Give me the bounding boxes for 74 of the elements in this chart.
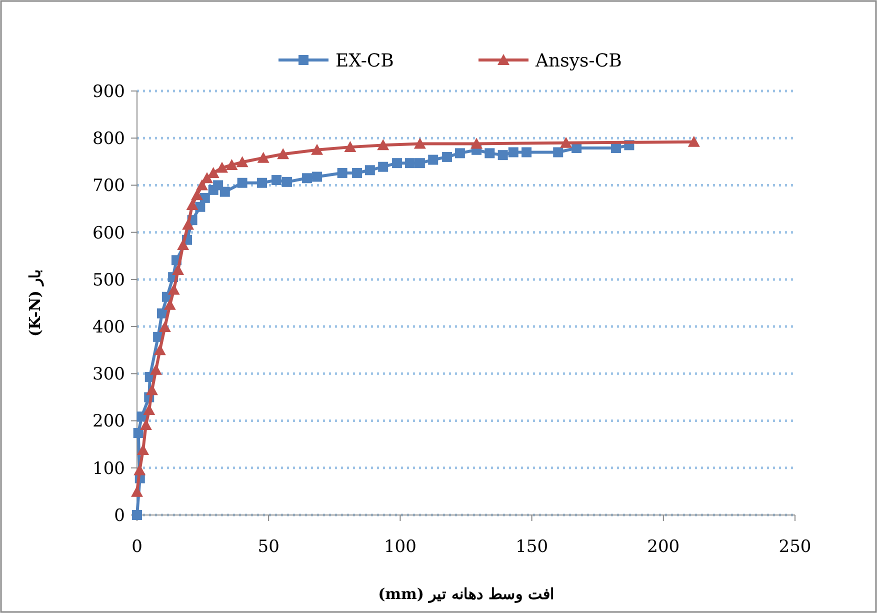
point [344, 141, 356, 152]
point [392, 158, 402, 168]
y-tick-label: 400 [92, 318, 125, 338]
y-tick-label: 600 [92, 223, 125, 244]
point [498, 150, 508, 160]
y-tick-label: 100 [92, 458, 125, 479]
point [133, 428, 144, 438]
point [470, 138, 483, 149]
point [131, 486, 143, 497]
point [191, 189, 204, 200]
point [257, 152, 270, 163]
point [271, 175, 282, 186]
point [137, 444, 150, 455]
point [172, 264, 184, 276]
point [277, 148, 290, 160]
x-tick-label: 50 [258, 537, 280, 557]
point [337, 168, 348, 178]
point [428, 154, 438, 165]
point [454, 148, 465, 158]
point [150, 364, 162, 375]
point [182, 218, 194, 230]
x-tick-label: 150 [516, 537, 548, 557]
point [484, 148, 495, 158]
point [302, 173, 312, 184]
point [364, 165, 375, 176]
legend-label: Ansys-CB [534, 50, 622, 72]
point [154, 344, 166, 356]
y-tick-label: 0 [114, 506, 125, 526]
point [442, 152, 452, 162]
point [177, 239, 190, 250]
x-tick-label: 0 [132, 537, 142, 557]
point [168, 284, 180, 295]
point [377, 139, 390, 150]
point [282, 176, 292, 187]
point [688, 136, 700, 147]
point [216, 162, 228, 173]
point [553, 147, 564, 158]
point [312, 172, 322, 182]
y-tick-label: 200 [92, 412, 125, 432]
point [146, 384, 158, 396]
point [611, 143, 622, 154]
point [134, 464, 146, 476]
point [414, 158, 425, 168]
point [201, 172, 214, 184]
point [140, 419, 152, 430]
legend-label: EX-CB [336, 50, 394, 72]
y-tick-label: 300 [92, 364, 125, 385]
x-tick-label: 250 [778, 537, 812, 557]
y-tick-label: 500 [92, 270, 125, 290]
point [220, 186, 230, 197]
point [226, 158, 238, 170]
y-axis-title: بار (K-N) [26, 269, 44, 337]
y-tick-label: 800 [92, 129, 125, 150]
point [257, 178, 268, 188]
point [508, 147, 518, 158]
point [164, 298, 176, 310]
x-tick-label: 100 [384, 537, 416, 557]
point [196, 179, 208, 190]
y-tick-label: 900 [92, 82, 125, 102]
point [378, 162, 388, 172]
point [143, 404, 156, 415]
x-tick-label: 200 [647, 537, 680, 557]
point [186, 199, 198, 210]
y-tick-label: 700 [92, 176, 125, 196]
point [158, 321, 171, 332]
point [236, 156, 248, 168]
x-axis-title: افت وسط دهانه تیر (mm) [378, 585, 554, 603]
point [404, 158, 415, 168]
point [352, 168, 362, 178]
point [311, 144, 324, 155]
point [522, 147, 532, 158]
point [237, 178, 248, 188]
point [414, 138, 426, 149]
point [560, 136, 572, 148]
